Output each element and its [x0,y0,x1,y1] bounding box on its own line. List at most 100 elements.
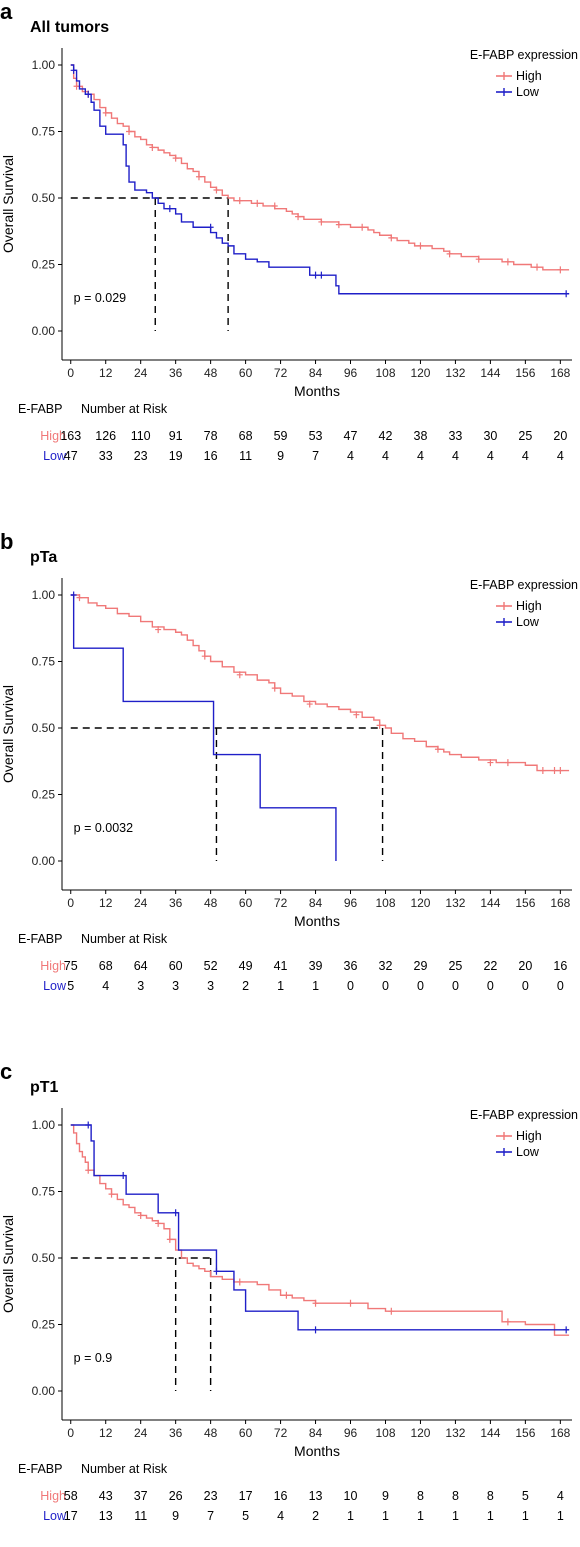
censor-mark [85,1121,92,1129]
x-tick-label: 84 [309,366,323,380]
risk-count-high: 59 [274,429,288,443]
x-tick-label: 96 [344,896,358,910]
risk-count-high: 8 [487,1489,494,1503]
censor-mark [376,721,383,729]
x-tick-label: 24 [134,366,148,380]
censor-mark [236,1278,243,1286]
risk-count-low: 19 [169,449,183,463]
censor-mark [195,173,202,181]
risk-count-low: 4 [277,1509,284,1523]
risk-row-label-low: Low [43,1509,67,1523]
risk-table-title: Number at Risk [81,1462,168,1476]
x-tick-label: 156 [515,1426,535,1440]
censor-mark [155,1219,162,1227]
risk-table-title: Number at Risk [81,932,168,946]
risk-row-label-low: Low [43,449,67,463]
censor-mark [172,1209,179,1217]
panel-letter: c [0,1059,12,1084]
risk-table-group-header: E-FABP [18,932,62,946]
risk-count-low: 5 [242,1509,249,1523]
x-tick-label: 72 [274,1426,288,1440]
x-tick-label: 132 [445,366,465,380]
risk-count-high: 20 [553,429,567,443]
risk-count-low: 1 [312,979,319,993]
risk-count-high: 41 [274,959,288,973]
x-tick-label: 12 [99,1426,113,1440]
risk-count-high: 37 [134,1489,148,1503]
y-tick-label: 0.50 [32,721,56,735]
x-tick-label: 60 [239,366,253,380]
censor-mark [236,197,243,205]
risk-count-low: 4 [347,449,354,463]
risk-count-high: 78 [204,429,218,443]
censor-mark [283,1291,290,1299]
survival-curve-low [70,594,337,861]
chart-title: pT1 [30,1079,59,1096]
legend-label-low: Low [516,85,540,99]
risk-count-high: 110 [131,429,151,443]
legend-title: E-FABP expression [470,578,578,592]
risk-count-high: 33 [448,429,462,443]
x-tick-label: 156 [515,896,535,910]
censor-mark [70,66,77,74]
censor-mark [271,202,278,210]
censor-mark [312,271,319,279]
x-tick-label: 12 [99,366,113,380]
x-tick-label: 156 [515,366,535,380]
risk-count-low: 11 [239,449,252,463]
x-tick-label: 72 [274,896,288,910]
censor-mark [504,258,511,266]
y-tick-label: 0.75 [32,1185,56,1199]
survival-curve-high [70,64,570,271]
y-tick-label: 1.00 [32,1118,56,1132]
risk-count-low: 47 [64,449,78,463]
p-value-annotation: p = 0.029 [74,291,127,305]
x-tick-label: 168 [550,896,570,910]
censor-mark [487,759,494,767]
y-tick-label: 0.00 [32,324,56,338]
y-tick-label: 0.50 [32,1251,56,1265]
censor-mark [318,218,325,226]
risk-count-high: 8 [452,1489,459,1503]
risk-count-high: 29 [414,959,428,973]
censor-mark [539,767,546,775]
censor-mark [126,128,133,135]
censor-mark [557,767,564,775]
risk-table-group-header: E-FABP [18,402,62,416]
censor-mark [534,263,541,271]
censor-mark [172,154,179,162]
x-tick-label: 108 [375,1426,395,1440]
risk-count-low: 0 [417,979,424,993]
panel-letter: a [0,0,13,24]
censor-mark [155,626,162,634]
legend-title: E-FABP expression [470,48,578,62]
x-axis-label: Months [294,913,340,929]
censor-mark [166,1235,173,1243]
y-tick-label: 0.00 [32,1384,56,1398]
risk-count-low: 1 [557,1509,564,1523]
risk-count-low: 11 [134,1509,147,1523]
censor-mark [137,1211,144,1219]
risk-count-low: 7 [312,449,319,463]
censor-mark [207,223,214,231]
risk-count-low: 4 [557,449,564,463]
x-tick-label: 0 [67,1426,74,1440]
y-axis-label: Overall Survival [0,155,16,253]
risk-count-high: 30 [483,429,497,443]
censor-mark [254,199,261,207]
x-tick-label: 120 [410,896,430,910]
risk-count-high: 4 [557,1489,564,1503]
censor-mark [213,186,220,194]
risk-count-low: 0 [557,979,564,993]
survival-curve-high [70,1124,570,1336]
censor-mark [557,266,564,274]
chart-title: All tumors [30,19,109,36]
x-tick-label: 24 [134,1426,148,1440]
censor-mark [504,1318,511,1326]
p-value-annotation: p = 0.9 [74,1351,113,1365]
risk-count-high: 42 [379,429,393,443]
x-tick-label: 120 [410,1426,430,1440]
x-tick-label: 36 [169,896,183,910]
risk-count-high: 91 [169,429,183,443]
censor-mark [335,221,342,229]
